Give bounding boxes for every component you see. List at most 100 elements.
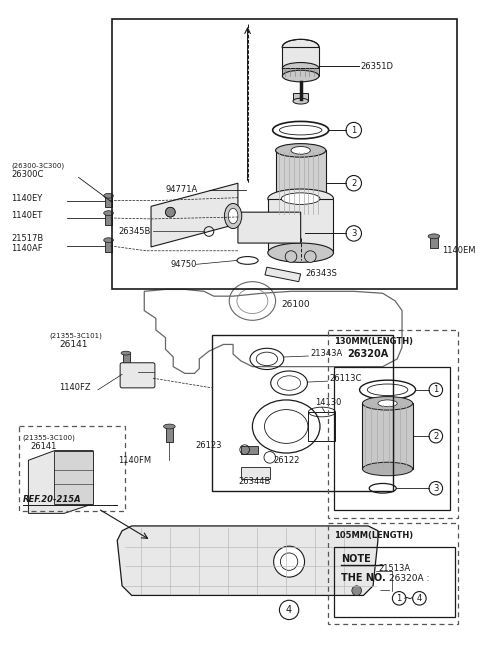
Text: 94750: 94750 [170, 260, 197, 269]
Text: 26345B: 26345B [119, 227, 151, 236]
Ellipse shape [362, 463, 413, 476]
Ellipse shape [121, 351, 131, 355]
Bar [212, 335, 393, 491]
Bar [55, 451, 93, 504]
Polygon shape [265, 267, 300, 282]
Ellipse shape [428, 234, 440, 238]
Text: 26343S: 26343S [305, 269, 337, 279]
Text: 26320A :: 26320A : [389, 574, 430, 583]
Text: 21343A: 21343A [311, 349, 343, 358]
Text: 2: 2 [433, 432, 438, 441]
Bar [268, 198, 334, 253]
Circle shape [274, 546, 304, 577]
Ellipse shape [281, 193, 320, 204]
Ellipse shape [273, 122, 329, 139]
Bar [241, 467, 270, 478]
Text: 1140EM: 1140EM [442, 246, 475, 256]
Ellipse shape [268, 189, 334, 208]
Bar [105, 240, 112, 252]
Bar [335, 547, 455, 617]
Bar [19, 426, 125, 511]
Text: 26351D: 26351D [360, 62, 394, 71]
Text: 26300C: 26300C [11, 170, 43, 179]
Text: (26300-3C300): (26300-3C300) [11, 163, 64, 170]
Text: 21513A: 21513A [378, 564, 410, 574]
Text: 1: 1 [433, 385, 438, 394]
Text: THE NO.: THE NO. [341, 573, 386, 583]
Text: 1140FM: 1140FM [118, 456, 151, 465]
Text: 26123: 26123 [195, 442, 221, 450]
Bar [282, 68, 319, 76]
Bar [328, 523, 458, 624]
Text: 1140FZ: 1140FZ [60, 383, 91, 392]
Text: 1140AF: 1140AF [11, 244, 43, 253]
Ellipse shape [276, 210, 326, 223]
Ellipse shape [164, 424, 175, 429]
Bar [276, 150, 326, 216]
Polygon shape [151, 183, 300, 247]
Ellipse shape [378, 400, 397, 407]
Bar [123, 353, 130, 365]
Bar [167, 426, 173, 442]
Ellipse shape [362, 397, 413, 410]
Text: 105MM(LENGTH): 105MM(LENGTH) [335, 530, 414, 539]
Polygon shape [117, 526, 378, 595]
Ellipse shape [276, 144, 326, 157]
Ellipse shape [279, 125, 322, 135]
Text: 26344B: 26344B [238, 478, 270, 486]
Circle shape [166, 208, 175, 217]
Circle shape [352, 586, 361, 595]
Ellipse shape [268, 243, 334, 262]
Bar [105, 213, 112, 225]
Text: 26320A: 26320A [347, 349, 388, 359]
Text: 26122: 26122 [274, 456, 300, 465]
Circle shape [166, 208, 175, 217]
Ellipse shape [293, 99, 308, 104]
Ellipse shape [104, 211, 113, 215]
Text: 1: 1 [396, 594, 402, 603]
Circle shape [296, 229, 305, 238]
Text: 26141: 26141 [60, 340, 88, 350]
Polygon shape [28, 451, 93, 513]
Text: 1140EY: 1140EY [11, 194, 42, 202]
Text: (21355-3C100): (21355-3C100) [23, 434, 75, 441]
Text: 4: 4 [286, 605, 292, 615]
Text: (21355-3C101): (21355-3C101) [49, 332, 103, 339]
Bar [293, 93, 308, 101]
Bar [328, 330, 458, 518]
Bar [362, 403, 413, 469]
Text: NOTE: NOTE [341, 554, 371, 564]
Ellipse shape [104, 193, 113, 198]
Bar [430, 237, 438, 248]
Circle shape [304, 251, 316, 262]
Text: 1: 1 [351, 125, 356, 135]
Bar [112, 19, 457, 289]
Text: 26100: 26100 [281, 300, 310, 309]
Bar [335, 367, 450, 510]
Ellipse shape [367, 384, 408, 396]
Text: ~: ~ [403, 592, 413, 605]
Bar [241, 446, 258, 453]
Ellipse shape [282, 39, 319, 55]
Circle shape [285, 251, 297, 262]
Text: 26113C: 26113C [330, 374, 362, 383]
Text: 2: 2 [351, 179, 356, 188]
Bar [308, 412, 336, 441]
Text: 3: 3 [351, 229, 357, 238]
Text: 130MM(LENGTH): 130MM(LENGTH) [335, 338, 413, 346]
Text: 21517B: 21517B [11, 234, 43, 243]
Ellipse shape [282, 70, 319, 82]
Ellipse shape [360, 380, 416, 399]
Ellipse shape [291, 147, 311, 154]
Text: 4: 4 [417, 594, 422, 603]
Text: 3: 3 [433, 484, 439, 493]
FancyBboxPatch shape [120, 363, 155, 388]
Ellipse shape [228, 208, 238, 224]
Bar [105, 196, 112, 208]
Bar [282, 47, 319, 68]
Text: 14130: 14130 [315, 398, 342, 407]
Ellipse shape [282, 62, 319, 74]
Ellipse shape [104, 238, 113, 242]
Text: 1140ET: 1140ET [11, 211, 42, 220]
Text: 26141: 26141 [30, 442, 57, 451]
